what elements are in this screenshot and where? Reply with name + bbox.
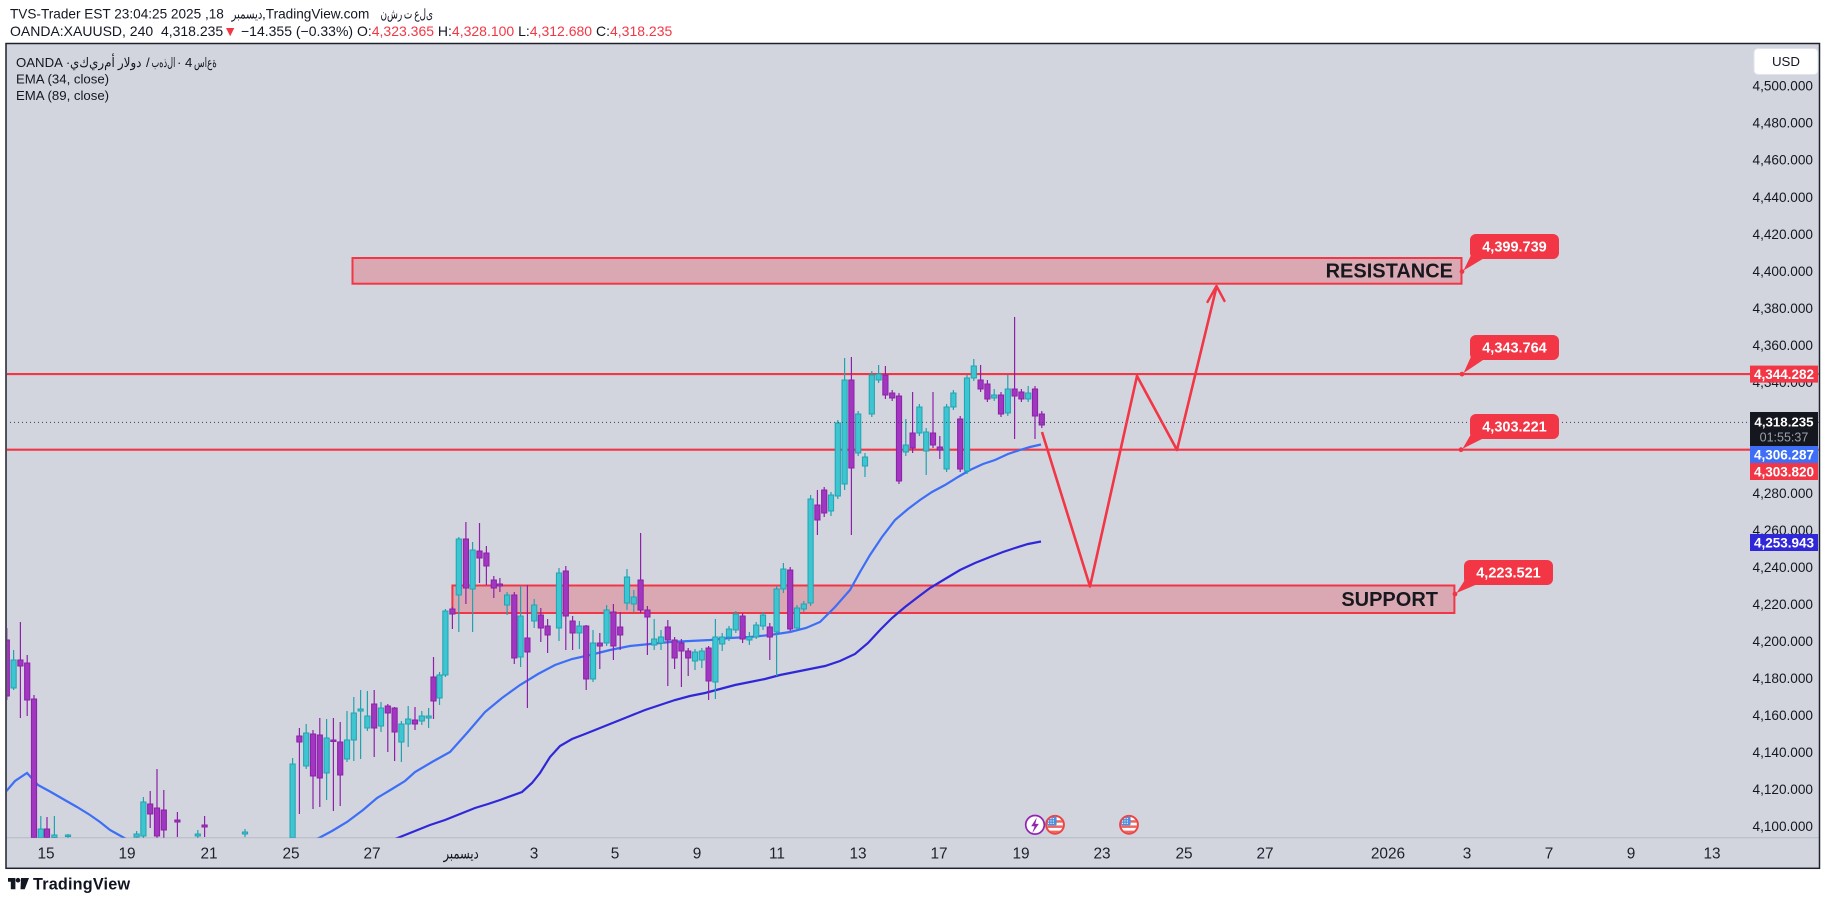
svg-text:4,120.000: 4,120.000	[1753, 782, 1814, 797]
svg-text:11: 11	[769, 846, 785, 863]
svg-text:17: 17	[930, 846, 947, 863]
svg-text:4,303.221: 4,303.221	[1482, 420, 1547, 436]
svg-text:4,480.000: 4,480.000	[1753, 116, 1814, 131]
svg-text:4,280.000: 4,280.000	[1753, 486, 1814, 501]
svg-text:SUPPORT: SUPPORT	[1341, 589, 1438, 611]
svg-text:25: 25	[282, 846, 299, 863]
svg-text:4,380.000: 4,380.000	[1753, 301, 1814, 316]
svg-text:9: 9	[693, 846, 702, 863]
svg-text:4,344.282: 4,344.282	[1754, 367, 1814, 382]
svg-text:TradingView: TradingView	[33, 876, 130, 894]
svg-text:25: 25	[1175, 846, 1192, 863]
svg-text:RESISTANCE: RESISTANCE	[1326, 261, 1453, 283]
svg-text:4,160.000: 4,160.000	[1753, 708, 1814, 723]
svg-text:27: 27	[363, 846, 380, 863]
svg-text:4,420.000: 4,420.000	[1753, 227, 1814, 242]
svg-text:27: 27	[1256, 846, 1273, 863]
svg-text:4,140.000: 4,140.000	[1753, 745, 1814, 760]
svg-text:3: 3	[530, 846, 539, 863]
svg-text:01:55:37: 01:55:37	[1760, 431, 1809, 445]
svg-text:4,360.000: 4,360.000	[1753, 338, 1814, 353]
svg-text:2026: 2026	[1371, 846, 1405, 863]
svg-text:,TradingView.com: ,TradingView.com	[262, 7, 369, 22]
svg-text:23: 23	[1093, 846, 1110, 863]
svg-text:4,180.000: 4,180.000	[1753, 671, 1814, 686]
svg-text:4,400.000: 4,400.000	[1753, 264, 1814, 279]
svg-text:4,500.000: 4,500.000	[1753, 79, 1814, 94]
svg-text:4,440.000: 4,440.000	[1753, 190, 1814, 205]
svg-text:OANDA ·: OANDA ·	[16, 55, 70, 70]
svg-text:4,223.521: 4,223.521	[1476, 566, 1541, 582]
svg-text:4,220.000: 4,220.000	[1753, 597, 1814, 612]
svg-text:4,100.000: 4,100.000	[1753, 819, 1814, 834]
svg-text:4,399.739: 4,399.739	[1482, 240, 1547, 256]
svg-text:USD: USD	[1772, 54, 1800, 69]
svg-text:4,200.000: 4,200.000	[1753, 634, 1814, 649]
svg-text:7: 7	[1545, 846, 1554, 863]
svg-text:4,306.287: 4,306.287	[1754, 447, 1814, 462]
svg-text:EMA (89, close): EMA (89, close)	[16, 88, 109, 103]
svg-text:13: 13	[849, 846, 866, 863]
svg-text:EMA (34, close): EMA (34, close)	[16, 72, 109, 87]
svg-text:TVS-Trader EST 23:04:25 2025 ,: TVS-Trader EST 23:04:25 2025 ,18	[10, 7, 224, 22]
svg-text:/: /	[146, 55, 150, 70]
svg-text:4,343.764: 4,343.764	[1482, 341, 1547, 357]
svg-text:19: 19	[1012, 846, 1029, 863]
svg-text:9: 9	[1627, 846, 1636, 863]
svg-text:OANDA:XAUUSD, 240 4,318.235▼: OANDA:XAUUSD, 240 4,318.235▼ −14.355 (−0…	[10, 23, 672, 39]
svg-text:· 4: · 4	[177, 55, 192, 70]
svg-text:4,460.000: 4,460.000	[1753, 153, 1814, 168]
svg-text:4,240.000: 4,240.000	[1753, 560, 1814, 575]
svg-text:4,253.943: 4,253.943	[1754, 535, 1815, 550]
svg-text:4,318.235: 4,318.235	[1754, 415, 1814, 430]
svg-text:19: 19	[118, 846, 135, 863]
svg-text:5: 5	[611, 846, 620, 863]
svg-text:3: 3	[1463, 846, 1472, 863]
svg-text:4,303.820: 4,303.820	[1754, 464, 1814, 479]
svg-text:21: 21	[200, 846, 217, 863]
svg-text:13: 13	[1703, 846, 1720, 863]
svg-text:15: 15	[37, 846, 54, 863]
